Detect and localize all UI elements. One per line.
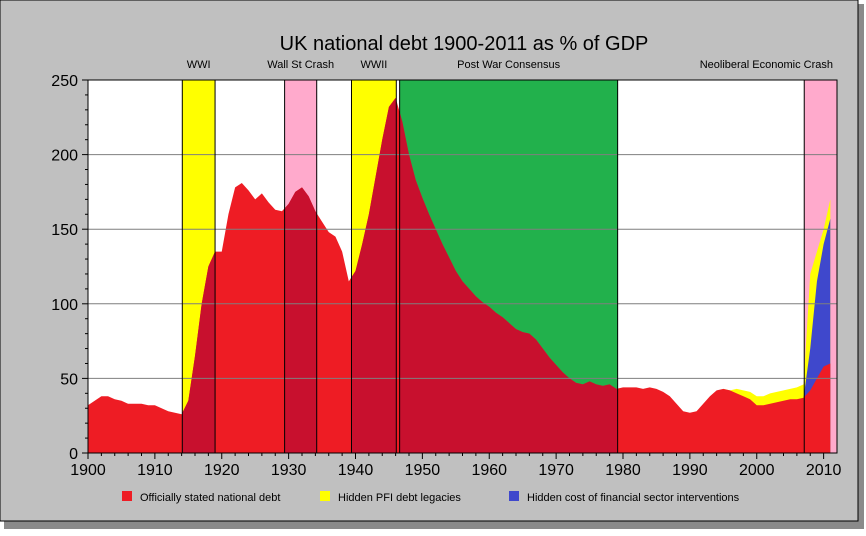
legend-label-hidden-pfi-debt-legacies: Hidden PFI debt legacies — [338, 492, 461, 504]
legend-swatch-hidden-pfi-debt-legacies — [320, 491, 330, 501]
period-label-wwi: WWI — [187, 59, 211, 71]
x-tick-label-1970: 1970 — [538, 462, 574, 479]
period-label-neoliberal-economic-crash: Neoliberal Economic Crash — [700, 59, 833, 71]
x-tick-label-1900: 1900 — [70, 462, 106, 479]
legend-label-hidden-cost-of-financial-sector-interventions: Hidden cost of financial sector interven… — [527, 492, 740, 504]
x-tick-label-2010: 2010 — [806, 462, 842, 479]
x-tick-label-1990: 1990 — [672, 462, 708, 479]
series-shade-wwii — [351, 97, 397, 453]
x-tick-label-1910: 1910 — [137, 462, 173, 479]
x-tick-label-1960: 1960 — [471, 462, 507, 479]
series-area-officially-stated-national-debt — [88, 97, 831, 453]
y-tick-label-0: 0 — [69, 446, 78, 463]
legend-swatch-officially-stated-national-debt — [122, 491, 132, 501]
y-tick-label-50: 50 — [60, 371, 78, 388]
series-shade-wall-st-crash — [284, 187, 317, 453]
legend-label-officially-stated-national-debt: Officially stated national debt — [140, 492, 280, 504]
y-tick-label-100: 100 — [51, 297, 78, 314]
x-tick-label-2000: 2000 — [739, 462, 775, 479]
period-label-wwii: WWII — [360, 59, 387, 71]
legend-swatch-hidden-cost-of-financial-sector-interventions — [509, 491, 519, 501]
y-tick-label-150: 150 — [51, 222, 78, 239]
chart-title: UK national debt 1900-2011 as % of GDP — [280, 33, 649, 55]
x-tick-label-1980: 1980 — [605, 462, 641, 479]
y-tick-label-250: 250 — [51, 73, 78, 90]
series-shade-wwi — [182, 251, 216, 453]
y-tick-label-200: 200 — [51, 148, 78, 165]
x-tick-label-1920: 1920 — [204, 462, 240, 479]
x-tick-label-1940: 1940 — [338, 462, 374, 479]
period-label-wall-st-crash: Wall St Crash — [267, 59, 334, 71]
x-tick-label-1930: 1930 — [271, 462, 307, 479]
series-area-hidden-pfi-debt-legacies — [723, 199, 831, 453]
x-tick-label-1950: 1950 — [405, 462, 441, 479]
period-label-post-war-consensus: Post War Consensus — [457, 59, 560, 71]
series-shade-post-war-consensus — [399, 112, 618, 453]
